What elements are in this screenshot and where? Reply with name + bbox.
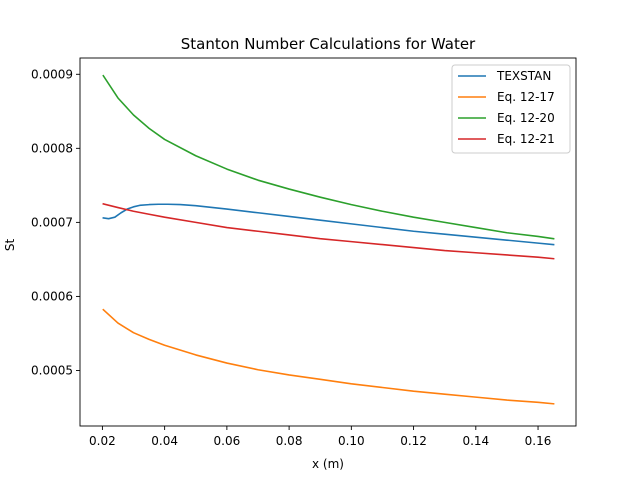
x-tick-label: 0.16 <box>525 434 552 448</box>
series-line-2 <box>102 74 555 240</box>
x-tick-label: 0.12 <box>400 434 427 448</box>
series-line-1 <box>102 308 555 405</box>
chart-title: Stanton Number Calculations for Water <box>181 35 476 53</box>
x-tick-label: 0.04 <box>151 434 178 448</box>
legend-box <box>451 64 571 154</box>
plot-frame <box>79 57 577 427</box>
plot-area <box>79 57 577 427</box>
x-axis: 0.02 0.04 0.06 0.08 0.10 0.12 0.14 0.16 <box>89 426 551 448</box>
x-tick-label: 0.14 <box>462 434 489 448</box>
legend: TEXSTAN Eq. 12-17 Eq. 12-20 Eq. 12-21 <box>451 64 571 154</box>
x-tick-label: 0.08 <box>276 434 303 448</box>
x-axis-label: x (m) <box>312 457 344 471</box>
legend-label: Eq. 12-17 <box>497 90 555 104</box>
x-tick-label: 0.06 <box>214 434 241 448</box>
x-tick-label: 0.10 <box>338 434 365 448</box>
y-tick-label: 0.0005 <box>31 363 73 377</box>
y-axis-label: St <box>3 239 17 252</box>
y-axis: 0.0005 0.0006 0.0007 0.0008 0.0009 <box>31 67 80 377</box>
y-tick-label: 0.0007 <box>31 215 73 229</box>
series-line-0 <box>102 203 555 246</box>
y-tick-label: 0.0008 <box>31 141 73 155</box>
legend-label: Eq. 12-21 <box>497 132 555 146</box>
y-tick-label: 0.0006 <box>31 289 73 303</box>
legend-label: TEXSTAN <box>496 69 551 83</box>
legend-label: Eq. 12-20 <box>497 111 555 125</box>
x-tick-label: 0.02 <box>89 434 116 448</box>
series-line-3 <box>102 202 555 260</box>
y-tick-label: 0.0009 <box>31 67 73 81</box>
